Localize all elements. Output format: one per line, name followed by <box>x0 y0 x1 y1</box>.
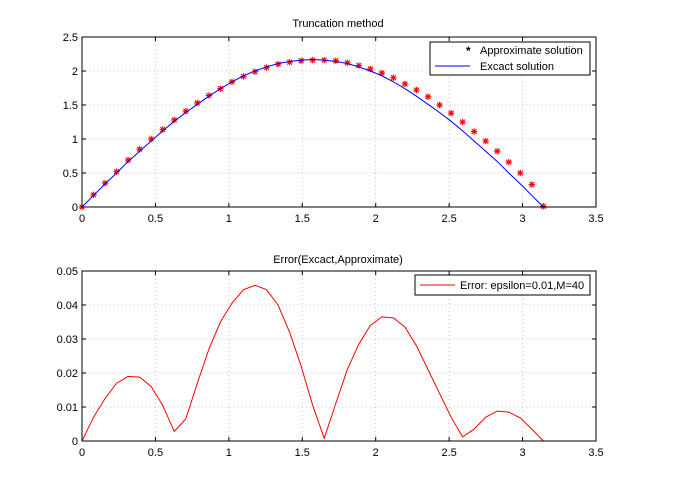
y-tick-label: 0 <box>72 202 78 214</box>
top-plot-title: Truncation method <box>292 18 383 30</box>
y-tick-label: 0.02 <box>57 368 78 380</box>
bottom-plot-legend-box <box>414 274 591 296</box>
x-tick-label: 3.5 <box>588 213 603 225</box>
legend-approximate-label: Approximate solution <box>480 45 583 57</box>
y-tick-label: 2.5 <box>63 32 78 44</box>
x-tick-label: 1 <box>226 447 232 459</box>
bottom-plot-ticks: 0 0.5 1 1.5 2 2.5 3 3.5 0 0.01 0.02 0.03 0.04 0.05 <box>57 266 604 459</box>
data-point-asterisk <box>309 56 316 64</box>
legend-exact-label: Excact solution <box>480 61 554 73</box>
x-tick-label: 1 <box>226 213 232 225</box>
x-tick-label: 2.5 <box>441 213 456 225</box>
x-tick-label: 0.5 <box>148 447 163 459</box>
bottom-plot-series <box>81 284 544 442</box>
data-point-asterisk <box>401 80 409 88</box>
bottom-plot-frame <box>81 270 597 442</box>
data-point-asterisk <box>390 74 397 81</box>
data-point-asterisk <box>459 118 466 126</box>
legend-asterisk-marker: * <box>466 44 471 58</box>
data-point-asterisk <box>494 148 501 155</box>
data-point-asterisk <box>482 137 489 145</box>
y-tick-label: 2 <box>72 66 78 78</box>
y-tick-label: 0.03 <box>57 334 78 346</box>
series-line-0 <box>81 284 544 442</box>
data-point-asterisk <box>517 169 524 177</box>
data-point-asterisk <box>505 158 512 166</box>
x-tick-label: 1.5 <box>295 213 310 225</box>
bottom-plot-legend: Error: epsilon=0.01,M=40 <box>414 274 591 296</box>
top-plot-axes: Truncation method 0 0.5 1 1.5 2 2.5 3 3.5 0 0.5 1 1… <box>63 18 604 225</box>
series-line-1 <box>81 58 544 208</box>
x-tick-label: 0.5 <box>148 213 163 225</box>
x-tick-label: 3 <box>520 447 526 459</box>
x-tick-label: 2.5 <box>441 447 456 459</box>
y-tick-label: 0.5 <box>63 168 78 180</box>
legend-error-label: Error: epsilon=0.01,M=40 <box>460 280 584 292</box>
data-point-asterisk <box>297 57 305 64</box>
data-point-asterisk <box>528 181 536 188</box>
y-tick-label: 0 <box>72 436 78 448</box>
data-point-asterisk <box>182 107 190 115</box>
x-tick-label: 2 <box>373 447 379 459</box>
bottom-plot-title: Error(Excact,Approximate) <box>273 254 403 266</box>
x-tick-label: 2 <box>373 213 379 225</box>
bottom-plot-axes: Error(Excact,Approximate) 0 0.5 1 1.5 2 2.5 3 3… <box>57 254 604 459</box>
y-tick-label: 1.5 <box>63 100 78 112</box>
data-point-asterisk <box>447 109 455 117</box>
x-tick-label: 3 <box>520 213 526 225</box>
data-point-asterisk <box>436 101 443 109</box>
y-tick-label: 1 <box>72 134 78 146</box>
data-point-asterisk <box>413 86 420 94</box>
x-tick-label: 1.5 <box>295 447 310 459</box>
x-tick-label: 3.5 <box>588 447 603 459</box>
top-plot-frame <box>81 36 597 208</box>
data-point-asterisk <box>113 168 120 175</box>
y-tick-label: 0.05 <box>57 266 78 278</box>
top-plot-legend: * Approximate solution Excact solution <box>429 41 591 76</box>
top-plot-ticks: 0 0.5 1 1.5 2 2.5 3 3.5 0 0.5 1 1.5 2 2.5 <box>63 32 604 225</box>
x-tick-label: 0 <box>79 213 85 225</box>
data-point-asterisk <box>470 128 478 135</box>
top-plot-series <box>78 56 547 211</box>
data-point-asterisk <box>424 93 432 101</box>
y-tick-label: 0.04 <box>57 300 78 312</box>
top-plot-legend-box <box>429 41 591 76</box>
x-tick-label: 0 <box>79 447 85 459</box>
y-tick-label: 0.01 <box>57 402 78 414</box>
